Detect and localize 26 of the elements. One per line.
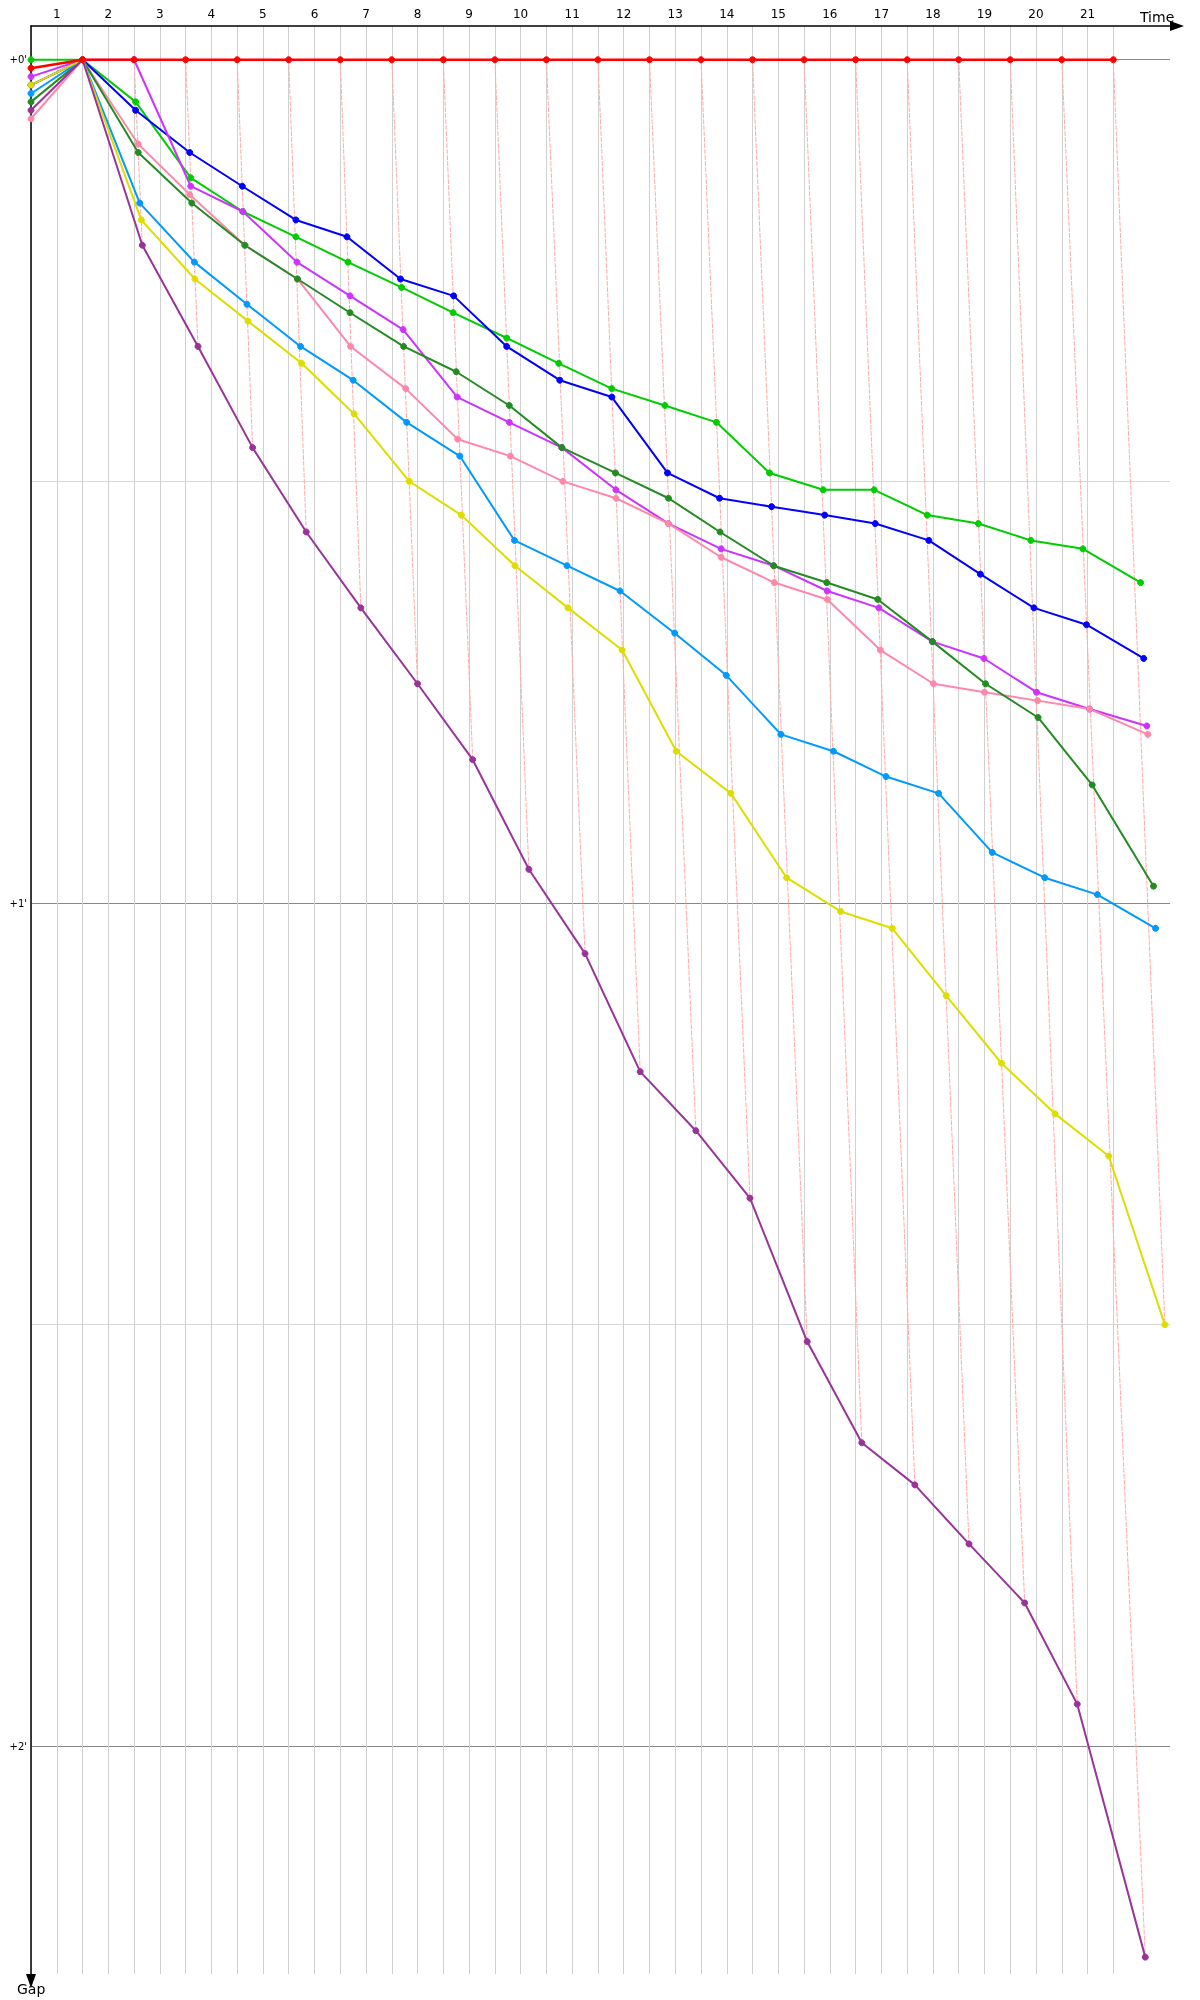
x-tick-label: 16 bbox=[822, 7, 838, 21]
y-tick-label: +1' bbox=[9, 897, 27, 909]
x-tick-label: 20 bbox=[1028, 7, 1044, 21]
x-tick-label: 14 bbox=[719, 7, 735, 21]
x-tick-label: 15 bbox=[770, 7, 786, 21]
x-tick-label: 19 bbox=[976, 7, 993, 21]
x-tick-label: 18 bbox=[925, 7, 941, 21]
x-tick-label: 3 bbox=[156, 7, 164, 21]
y-tick-label: +0' bbox=[9, 54, 27, 66]
x-tick-label: 12 bbox=[616, 7, 632, 21]
x-tick-label: 7 bbox=[362, 7, 370, 21]
x-tick-label: 4 bbox=[207, 7, 216, 21]
x-tick-label: 10 bbox=[512, 7, 529, 21]
x-tick-label: 11 bbox=[564, 7, 580, 21]
x-tick-label: 13 bbox=[667, 7, 683, 21]
x-tick-label: 6 bbox=[310, 7, 319, 21]
y-axis-title: Gap bbox=[17, 1981, 46, 1997]
x-tick-label: 17 bbox=[873, 7, 890, 21]
x-axis-title: Time bbox=[1139, 9, 1175, 25]
x-tick-label: 2 bbox=[104, 7, 113, 21]
x-tick-label: 5 bbox=[259, 7, 267, 21]
x-tick-label: 21 bbox=[1079, 7, 1096, 21]
x-tick-label: 8 bbox=[413, 7, 422, 21]
y-tick-label: +2' bbox=[9, 1740, 27, 1752]
x-tick-label: 1 bbox=[52, 7, 61, 21]
x-tick-label: 9 bbox=[465, 7, 473, 21]
